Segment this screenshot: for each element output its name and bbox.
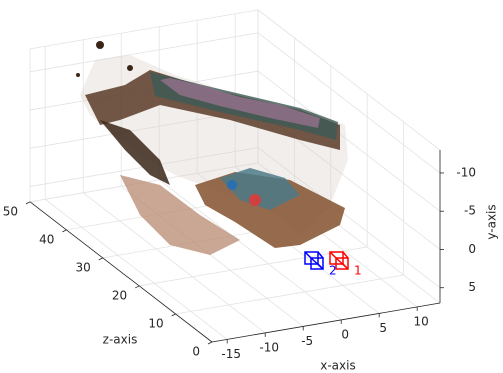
camera xyxy=(305,252,323,269)
z-tick-label: 30 xyxy=(76,260,91,274)
camera-label: 2 xyxy=(329,264,337,278)
y-tick-label: 0 xyxy=(468,242,476,256)
tick-mark xyxy=(135,286,139,288)
z-tick-label: 40 xyxy=(39,232,54,246)
x-tick-label: 0 xyxy=(341,327,349,341)
y-tick-label: -10 xyxy=(456,165,476,179)
cloud-dot xyxy=(76,73,80,77)
tick-mark xyxy=(26,202,30,204)
tick-mark xyxy=(99,258,103,260)
z-tick-label: 50 xyxy=(3,204,18,218)
axis-edge xyxy=(30,10,258,49)
point-cloud xyxy=(76,41,348,255)
grid-line xyxy=(176,275,404,314)
tick-mark xyxy=(172,314,176,316)
camera-label: 1 xyxy=(354,264,362,278)
y-axis-label: y-axis xyxy=(485,204,499,239)
cloud-dot xyxy=(227,180,237,190)
cloud-dot xyxy=(96,41,104,49)
x-tick-label: -5 xyxy=(301,334,313,348)
z-tick-label: 20 xyxy=(112,288,127,302)
x-tick-label: -10 xyxy=(259,340,279,354)
z-tick-label: 0 xyxy=(192,345,200,359)
y-tick-label: -5 xyxy=(464,204,476,218)
chart: -15 -10 -5 0 5 10 0 10 20 30 40 50 -10 -5 0 5 x-axis z-ax… xyxy=(0,0,503,373)
tick-mark xyxy=(208,342,212,344)
x-tick-label: 10 xyxy=(414,314,429,328)
page: {"chart_data": {"type": "scatter3d", "xl… xyxy=(0,0,503,373)
tick-mark xyxy=(62,230,66,232)
x-tick-label: 5 xyxy=(379,321,387,335)
x-axis-label: x-axis xyxy=(320,359,355,373)
z-axis-label: z-axis xyxy=(103,333,138,347)
cloud-dot xyxy=(127,65,133,71)
axis-edge xyxy=(212,303,440,342)
y-tick-label: 5 xyxy=(468,280,476,294)
z-tick-label: 10 xyxy=(148,316,163,330)
cloud-dot xyxy=(249,194,261,206)
x-tick-label: -15 xyxy=(221,347,241,361)
